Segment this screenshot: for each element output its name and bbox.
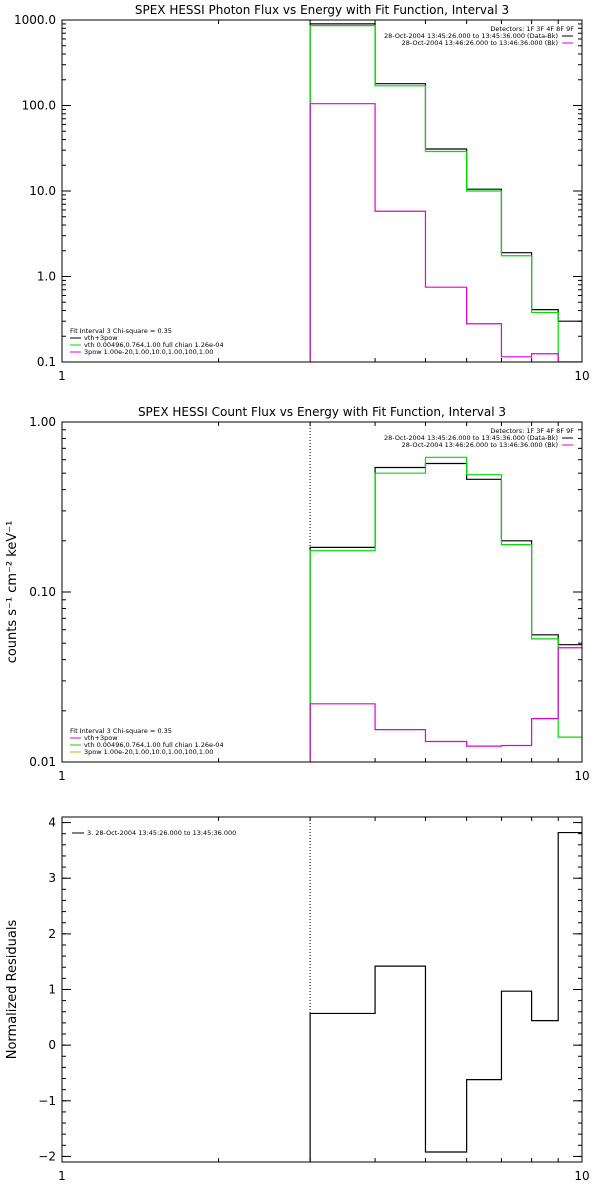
- y-tick-label: 1000.0: [14, 13, 56, 27]
- y-tick-label: −1: [38, 1094, 56, 1108]
- y-tick-label: 0: [48, 1038, 56, 1052]
- x-tick-label: 1: [58, 769, 66, 783]
- series-line-1: [309, 462, 582, 762]
- legend-entry-label: 28-Oct-2004 13:46:26.000 to 13:46:36.000…: [402, 441, 558, 449]
- series-group: [309, 831, 582, 1162]
- plot-frame: [61, 421, 583, 763]
- y-tick-label: −2: [38, 1149, 56, 1163]
- series-group: [309, 23, 582, 362]
- fit-legend-label: 3pow 1.00e-20,1.00,10.0,1.00,100,1.00: [84, 748, 213, 756]
- y-tick-label: 1.0: [37, 270, 56, 284]
- legend-entry-label: 28-Oct-2004 13:46:26.000 to 13:46:36.000…: [402, 39, 558, 47]
- panel-2: SPEX HESSI Count Flux vs Energy with Fit…: [5, 405, 590, 783]
- fit-legend: Fit Interval 3 Chi-square = 0.35vth+3pow…: [70, 727, 224, 756]
- panel-1: SPEX HESSI Photon Flux vs Energy with Fi…: [14, 3, 590, 383]
- plot-frame: [61, 19, 583, 363]
- panel-3: −2 −1 0 1 2 3 4 1 10 Normalized Residuals 3. 28-Oc…: [5, 816, 590, 1183]
- chart-title: SPEX HESSI Count Flux vs Energy with Fit…: [138, 405, 506, 419]
- series-group: [309, 456, 582, 762]
- y-tick-label: 10.0: [29, 184, 56, 198]
- x-tick-label: 10: [574, 769, 589, 783]
- legend-entry-label: 28-Oct-2004 13:45:26.000 to 13:45:36.000…: [384, 434, 558, 442]
- fit-legend: Fit Interval 3 Chi-square = 0.35vth+3pow…: [70, 327, 224, 356]
- series-line-3: [309, 647, 582, 762]
- series-line-1: [309, 831, 582, 1162]
- y-tick-label: 2: [48, 927, 56, 941]
- y-axis-label: Normalized Residuals: [5, 920, 20, 1060]
- y-tick-label: 4: [48, 816, 56, 830]
- legend-top-left: 3. 28-Oct-2004 13:45:26.000 to 13:45:36.…: [72, 829, 236, 837]
- x-tick-label: 1: [58, 369, 66, 383]
- legend-detectors: Detectors: 1F 3F 4F 8F 9F: [490, 25, 574, 33]
- y-tick-label: 1.00: [29, 415, 56, 429]
- fit-legend-label: vth 0.00496,0.764,1.00 full chian 1.26e-…: [84, 341, 224, 349]
- fit-legend-label: vth+3pow: [84, 734, 118, 742]
- y-tick-label: 1: [48, 983, 56, 997]
- plot-frame: [61, 816, 583, 1163]
- x-tick-label: 1: [58, 1169, 66, 1183]
- series-line-1: [309, 23, 582, 362]
- y-axis-label: counts s⁻¹ cm⁻² keV⁻¹: [5, 521, 20, 664]
- legend-entry-label: 3. 28-Oct-2004 13:45:26.000 to 13:45:36.…: [87, 829, 236, 837]
- x-tick-label: 10: [574, 369, 589, 383]
- y-tick-label: 0.1: [37, 355, 56, 369]
- legend-detectors: Detectors: 1F 3F 4F 8F 9F: [490, 427, 574, 435]
- series-line-3: [309, 103, 582, 362]
- fit-legend-label: vth+3pow: [84, 334, 118, 342]
- fit-legend-label: vth 0.00496,0.764,1.00 full chian 1.26e-…: [84, 741, 224, 749]
- fit-legend-header: Fit Interval 3 Chi-square = 0.35: [70, 327, 172, 335]
- y-tick-label: 3: [48, 871, 56, 885]
- x-tick-label: 10: [574, 1169, 589, 1183]
- legend-entry-label: 28-Oct-2004 13:45:26.000 to 13:45:36.000…: [384, 32, 558, 40]
- y-tick-label: 100.0: [22, 99, 56, 113]
- chart-title: SPEX HESSI Photon Flux vs Energy with Fi…: [135, 3, 509, 17]
- y-tick-label: 0.01: [29, 755, 56, 769]
- y-tick-label: 0.10: [29, 585, 56, 599]
- series-line-2: [309, 456, 582, 762]
- fit-legend-label: 3pow 1.00e-20,1.00,10.0,1.00,100,1.00: [84, 348, 213, 356]
- fit-legend-header: Fit Interval 3 Chi-square = 0.35: [70, 727, 172, 735]
- series-line-2: [309, 25, 582, 362]
